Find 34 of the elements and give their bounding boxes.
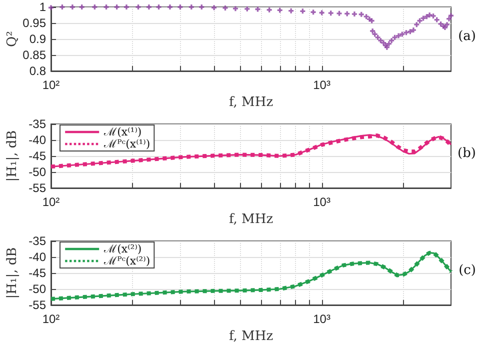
- text: (b): [458, 146, 476, 161]
- x-tick-label: 10³: [313, 78, 330, 92]
- x-axis-title: f, MHz: [228, 328, 274, 344]
- y-tick-label: -35: [28, 117, 46, 131]
- x-tick-label: 10²: [42, 195, 60, 209]
- legend-label: ℳ(x⁽²⁾): [103, 242, 142, 256]
- x-tick-label: 10³: [313, 195, 330, 209]
- y-tick-label: -45: [28, 149, 46, 163]
- x-tick-label: 10³: [313, 312, 330, 326]
- y-tick-label: -45: [28, 266, 46, 280]
- y-axis-title: Q²: [5, 31, 20, 47]
- y-axis-title: |H₁|, dB: [5, 130, 20, 182]
- legend-label: ℳᴾᶜ(x⁽¹⁾): [103, 138, 150, 150]
- text: (c): [458, 263, 476, 278]
- legend-label: ℳ(x⁽¹⁾): [103, 126, 142, 138]
- y-tick-label: 0.95: [22, 16, 46, 30]
- legend-label: ℳᴾᶜ(x⁽²⁾): [103, 254, 150, 268]
- y-tick-label: 1: [39, 0, 46, 14]
- x-tick-label: 10²: [42, 78, 60, 92]
- y-axis-title: |H₁|, dB: [5, 247, 20, 299]
- y-tick-label: -40: [28, 133, 46, 147]
- y-tick-label: -40: [28, 250, 46, 264]
- x-axis-title: f, MHz: [228, 94, 274, 110]
- y-tick-label: 0.8: [29, 64, 46, 78]
- y-tick-label: -55: [28, 181, 46, 195]
- y-tick-label: -35: [28, 234, 46, 248]
- text: (a): [458, 29, 476, 44]
- y-tick-label: -50: [28, 282, 46, 296]
- y-tick-label: -50: [28, 165, 46, 179]
- x-axis-title: f, MHz: [228, 212, 274, 227]
- y-tick-label: 0.9: [29, 32, 46, 46]
- y-tick-label: 0.85: [22, 48, 46, 62]
- y-tick-label: -55: [28, 298, 46, 312]
- x-tick-label: 10²: [42, 312, 60, 326]
